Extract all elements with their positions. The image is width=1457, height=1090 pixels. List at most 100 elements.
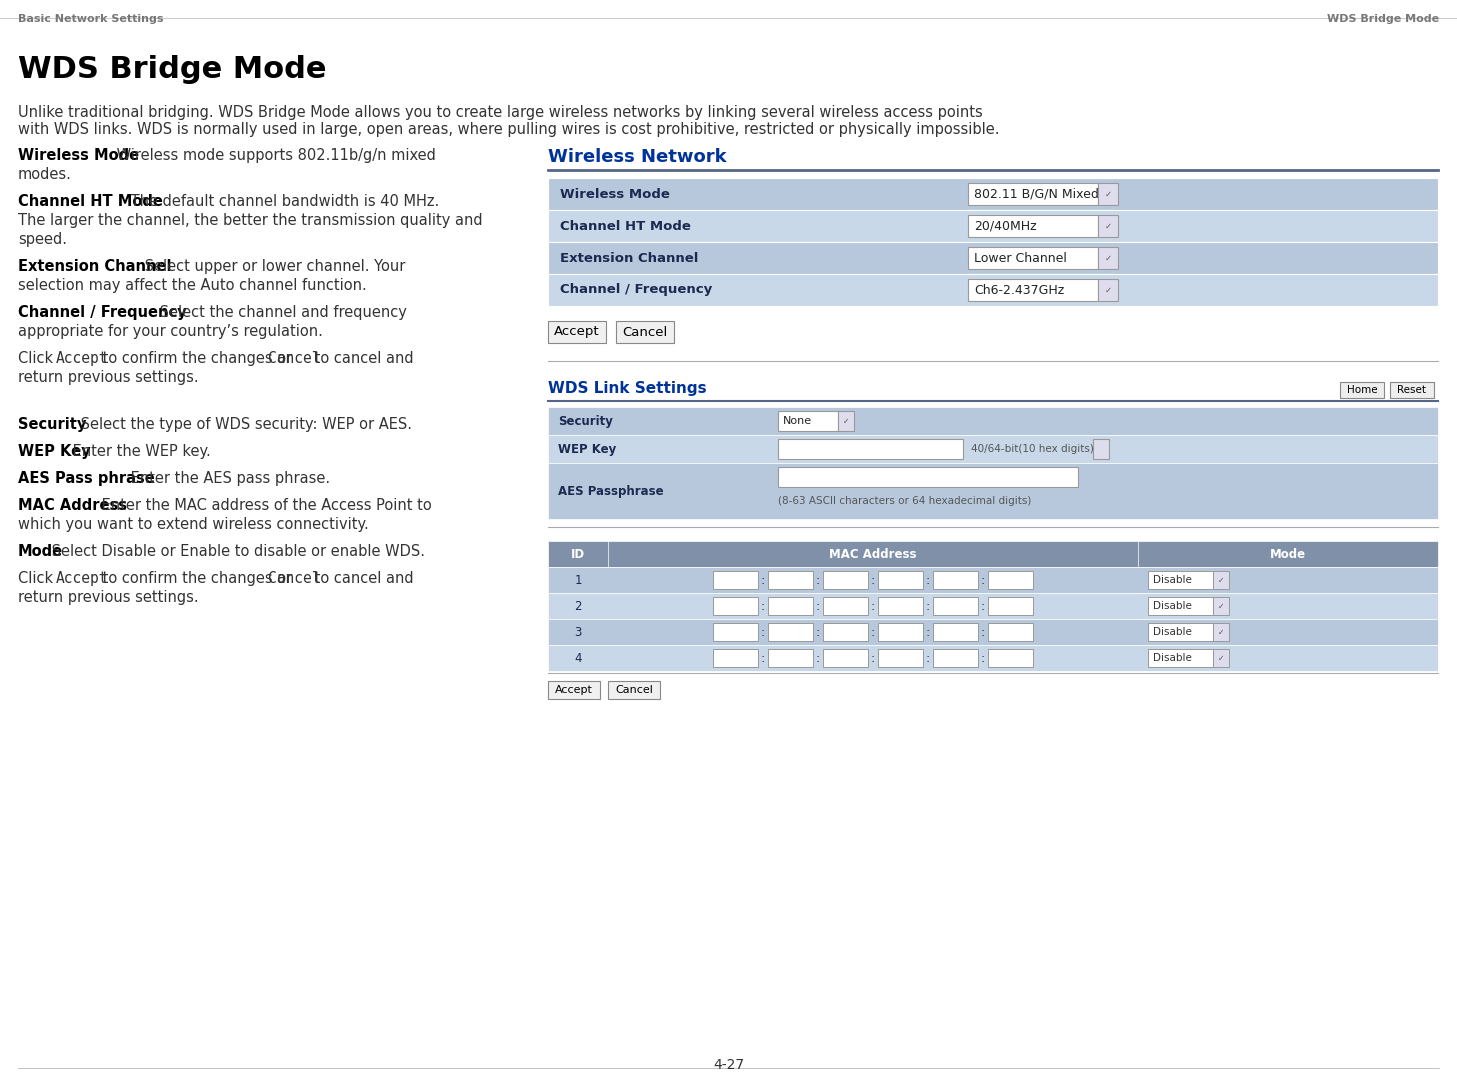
Text: Basic Network Settings: Basic Network Settings [17, 14, 163, 24]
Bar [778, 467, 1078, 487]
Bar [548, 407, 1438, 435]
Bar [879, 649, 922, 667]
Bar [1214, 623, 1230, 641]
Bar [932, 571, 978, 589]
Bar [548, 210, 1438, 242]
Text: ✓: ✓ [1104, 190, 1112, 198]
Bar [932, 649, 978, 667]
Text: WDS Bridge Mode: WDS Bridge Mode [17, 54, 326, 84]
Bar [608, 681, 660, 699]
Text: 3: 3 [574, 626, 581, 639]
Text: speed.: speed. [17, 232, 67, 247]
Bar [1148, 571, 1214, 589]
Bar [1099, 279, 1118, 301]
Text: Wireless mode supports 802.11b/g/n mixed: Wireless mode supports 802.11b/g/n mixed [112, 148, 436, 164]
Bar [712, 623, 758, 641]
Text: :: : [925, 600, 930, 613]
Text: :: : [871, 652, 876, 665]
Text: Disable: Disable [1152, 627, 1192, 637]
Bar [823, 649, 868, 667]
Text: ✓: ✓ [1218, 576, 1224, 584]
Bar [548, 681, 600, 699]
Text: :: : [816, 600, 820, 613]
Bar [1148, 597, 1214, 615]
Text: Wireless Mode: Wireless Mode [559, 187, 670, 201]
Text: None: None [782, 416, 812, 426]
Text: selection may affect the Auto channel function.: selection may affect the Auto channel fu… [17, 278, 367, 293]
Text: :: : [871, 626, 876, 639]
Bar [768, 623, 813, 641]
Text: WEP Key: WEP Key [17, 444, 90, 459]
Bar [548, 435, 1438, 463]
Text: Click: Click [17, 571, 58, 586]
Bar [988, 623, 1033, 641]
Text: Select Disable or Enable to disable or enable WDS.: Select Disable or Enable to disable or e… [47, 544, 425, 559]
Bar [778, 411, 838, 431]
Bar [768, 571, 813, 589]
Text: WDS Link Settings: WDS Link Settings [548, 382, 707, 396]
Bar [768, 649, 813, 667]
Text: Security: Security [558, 414, 613, 427]
Text: :: : [761, 652, 765, 665]
Bar [932, 623, 978, 641]
Text: Mode: Mode [1271, 547, 1305, 560]
Text: return previous settings.: return previous settings. [17, 590, 198, 605]
Text: Lower Channel: Lower Channel [973, 252, 1067, 265]
Text: The larger the channel, the better the transmission quality and: The larger the channel, the better the t… [17, 213, 482, 228]
Bar [1099, 215, 1118, 237]
Bar [548, 274, 1438, 306]
Text: (8-63 ASCII characters or 64 hexadecimal digits): (8-63 ASCII characters or 64 hexadecimal… [778, 496, 1032, 506]
Text: Disable: Disable [1152, 653, 1192, 663]
Text: with WDS links. WDS is normally used in large, open areas, where pulling wires i: with WDS links. WDS is normally used in … [17, 122, 1000, 137]
Bar [548, 593, 1438, 619]
Bar [1099, 247, 1118, 269]
Text: WEP Key: WEP Key [558, 443, 616, 456]
Bar [548, 541, 1438, 567]
Text: 4: 4 [574, 652, 581, 665]
Bar [988, 597, 1033, 615]
Text: AES Passphrase: AES Passphrase [558, 484, 663, 497]
Bar [838, 411, 854, 431]
Bar [1214, 571, 1230, 589]
Bar [1148, 649, 1214, 667]
Text: to cancel and: to cancel and [310, 351, 414, 366]
Bar [548, 619, 1438, 645]
Text: 2: 2 [574, 600, 581, 613]
Bar [712, 649, 758, 667]
Bar [548, 463, 1438, 519]
Bar [548, 320, 606, 343]
Text: :: : [761, 626, 765, 639]
Text: ✓: ✓ [842, 416, 849, 425]
Text: The default channel bandwidth is 40 MHz.: The default channel bandwidth is 40 MHz. [125, 194, 439, 209]
Text: Extension Channel: Extension Channel [559, 252, 698, 265]
Text: Enter the MAC address of the Access Point to: Enter the MAC address of the Access Poin… [98, 498, 431, 513]
Bar [1093, 439, 1109, 459]
Text: Accept: Accept [55, 571, 108, 586]
Bar [548, 567, 1438, 593]
Bar [932, 597, 978, 615]
Text: Disable: Disable [1152, 601, 1192, 611]
Text: ✓: ✓ [1104, 286, 1112, 294]
Text: Accept: Accept [554, 326, 600, 339]
Text: :: : [981, 600, 985, 613]
Text: ✓: ✓ [1218, 628, 1224, 637]
Bar [823, 597, 868, 615]
Text: Cancel: Cancel [268, 571, 321, 586]
Text: Select the type of WDS security: WEP or AES.: Select the type of WDS security: WEP or … [76, 417, 411, 432]
Text: WDS Bridge Mode: WDS Bridge Mode [1327, 14, 1440, 24]
Text: :: : [816, 652, 820, 665]
Text: Channel / Frequency: Channel / Frequency [559, 283, 712, 296]
Text: 20/40MHz: 20/40MHz [973, 219, 1036, 232]
Bar [548, 645, 1438, 671]
Text: which you want to extend wireless connectivity.: which you want to extend wireless connec… [17, 517, 369, 532]
Text: MAC Address: MAC Address [829, 547, 916, 560]
Text: modes.: modes. [17, 167, 71, 182]
Bar [823, 623, 868, 641]
Text: Channel HT Mode: Channel HT Mode [559, 219, 691, 232]
Text: 802.11 B/G/N Mixed: 802.11 B/G/N Mixed [973, 187, 1099, 201]
Text: ✓: ✓ [1104, 254, 1112, 263]
Bar [879, 623, 922, 641]
Bar [879, 571, 922, 589]
Bar [1214, 597, 1230, 615]
Bar [548, 242, 1438, 274]
